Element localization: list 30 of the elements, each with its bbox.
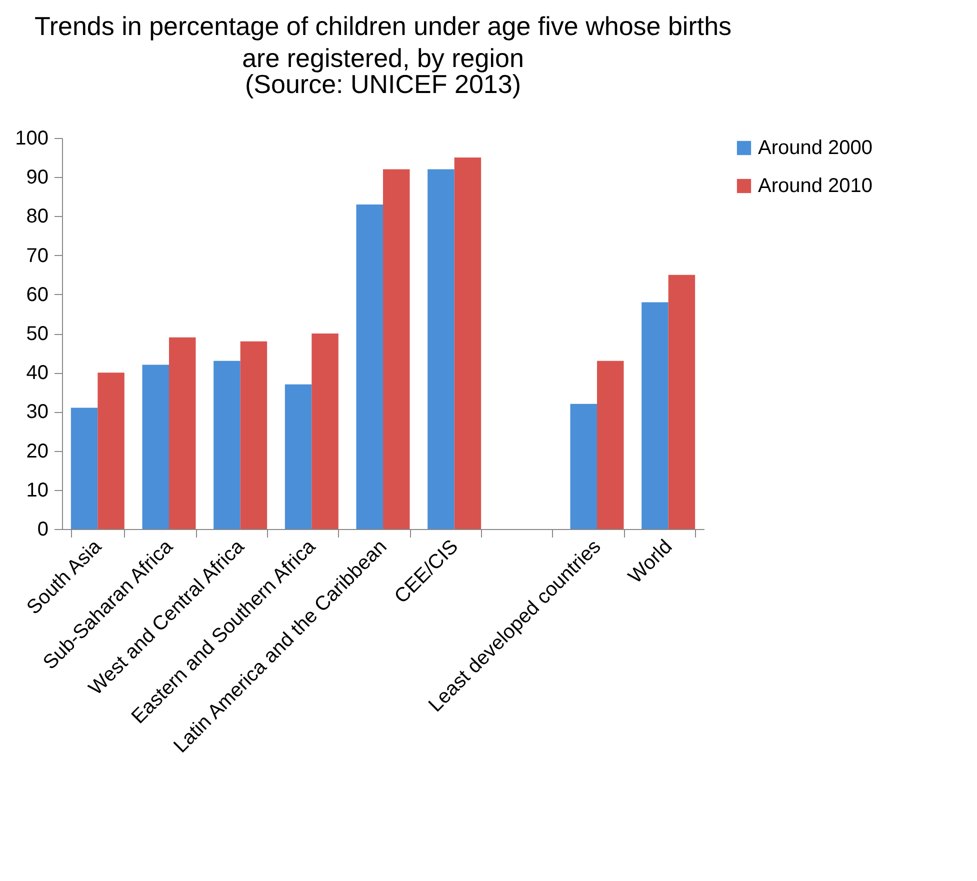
bar — [169, 337, 196, 529]
bar — [312, 334, 338, 529]
bar — [98, 372, 124, 529]
y-tick-label: 30 — [26, 401, 48, 424]
bar — [570, 404, 597, 529]
bar — [142, 364, 169, 529]
y-tick-label: 10 — [26, 479, 48, 502]
bar — [454, 158, 482, 529]
y-tick-label: 20 — [26, 440, 48, 462]
bar — [597, 360, 624, 529]
bar — [214, 360, 240, 529]
y-tick-label: 0 — [37, 518, 48, 540]
bar — [383, 169, 410, 529]
bar — [240, 341, 268, 529]
y-tick-label: 100 — [15, 128, 48, 150]
y-tick-label: 70 — [26, 244, 48, 267]
legend-label: Around 2010 — [758, 175, 873, 197]
y-tick-label: 60 — [26, 284, 48, 306]
bar — [668, 274, 696, 529]
bar — [70, 408, 98, 529]
legend-label: Around 2000 — [758, 137, 873, 159]
y-tick-label: 80 — [26, 206, 48, 228]
y-tick-label: 90 — [26, 166, 48, 189]
bar — [642, 302, 668, 529]
chart-title: Trends in percentage of children under age five whose births are registered, by region — [34, 11, 732, 73]
y-tick-label: 50 — [26, 323, 48, 345]
bar — [356, 204, 383, 529]
bar — [284, 384, 312, 529]
bar — [428, 169, 454, 529]
y-tick-label: 40 — [26, 362, 48, 384]
